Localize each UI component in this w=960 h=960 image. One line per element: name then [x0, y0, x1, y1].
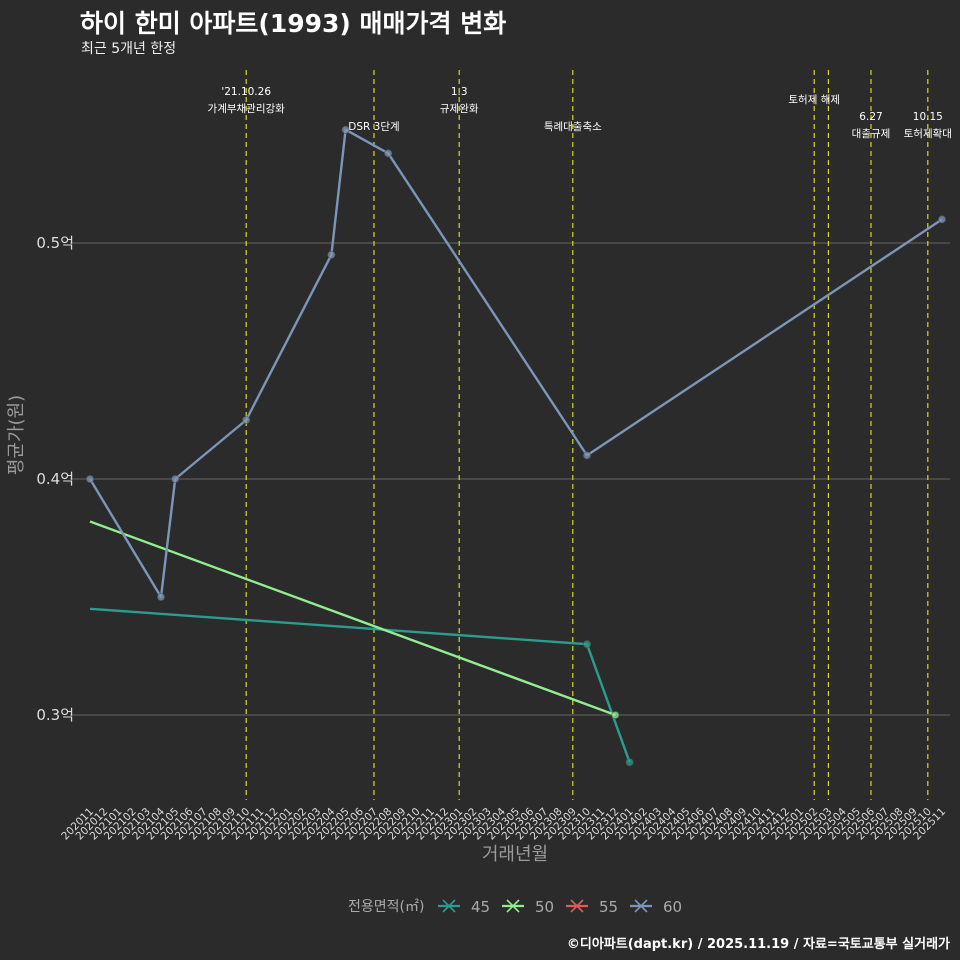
series-60: [86, 125, 946, 601]
series-45: [89, 607, 634, 767]
legend-key-50: 50: [502, 898, 554, 916]
y-tick-label: 0.5억: [36, 234, 74, 252]
event-label-date: 10.15: [913, 111, 943, 123]
chart-subtitle: 최근 5개년 한정: [81, 41, 177, 57]
event-label-text: 가계부채관리강화: [208, 103, 286, 115]
chart-title: 하이 한미 아파트(1993) 매매가격 변화: [80, 9, 507, 38]
event-label-date: '21.10.26: [221, 86, 271, 98]
event-label-text: 토허제 해제: [788, 93, 840, 106]
legend-key-55: 55: [566, 898, 618, 916]
source-caption: ©디아파트(dapt.kr) / 2025.11.19 / 자료=국토교통부 실…: [566, 937, 950, 952]
series-line: [89, 607, 631, 763]
x-tick-labels: 2020112020122021012021022021032021042021…: [59, 805, 948, 842]
event-label-text: 대출규제: [852, 128, 891, 140]
event-label-text: 토허제확대: [904, 127, 952, 140]
series-line: [89, 520, 616, 717]
data-point: [86, 475, 94, 483]
y-tick-label: 0.4억: [36, 470, 74, 488]
legend-key-45: 45: [438, 898, 490, 916]
event-label-date: 1.3: [451, 86, 468, 98]
data-point: [327, 250, 336, 259]
y-tick-labels: 0.3억 0.4억 0.5억: [36, 234, 74, 724]
event-label-text: DSR 3단계: [348, 121, 399, 133]
data-point: [341, 125, 350, 134]
event-label-date: 6.27: [859, 111, 882, 123]
data-point: [938, 215, 946, 224]
legend-key-60: 60: [630, 898, 682, 916]
legend-label: 45: [471, 898, 490, 916]
event-label-text: 규제완화: [440, 102, 479, 115]
legend-label: 55: [599, 898, 618, 916]
data-point: [583, 640, 591, 649]
data-point: [171, 475, 180, 483]
gridlines: [70, 242, 950, 716]
data-point: [384, 149, 393, 158]
data-point: [157, 593, 165, 601]
legend-swatch-cross: [506, 899, 520, 913]
y-axis-title: 평균가(원): [6, 395, 27, 475]
legend-swatch-cross: [442, 899, 456, 913]
x-axis-title: 거래년월: [482, 844, 548, 865]
legend-title: 전용면적(㎡): [348, 899, 424, 915]
series-50: [89, 520, 620, 719]
data-point: [625, 758, 634, 767]
event-label-text: 특례대출축소: [544, 121, 602, 133]
legend-swatch-cross: [634, 899, 648, 913]
event-lines: [245, 70, 929, 800]
data-point: [583, 451, 591, 460]
legend-label: 60: [663, 898, 682, 916]
data-point: [242, 416, 251, 424]
legend: 전용면적(㎡) 45 50 55 60: [348, 898, 682, 916]
series-layer: [86, 125, 946, 767]
legend-swatch-cross: [570, 899, 584, 913]
data-point: [611, 711, 620, 719]
legend-label: 50: [535, 898, 554, 916]
y-tick-label: 0.3억: [36, 706, 74, 724]
